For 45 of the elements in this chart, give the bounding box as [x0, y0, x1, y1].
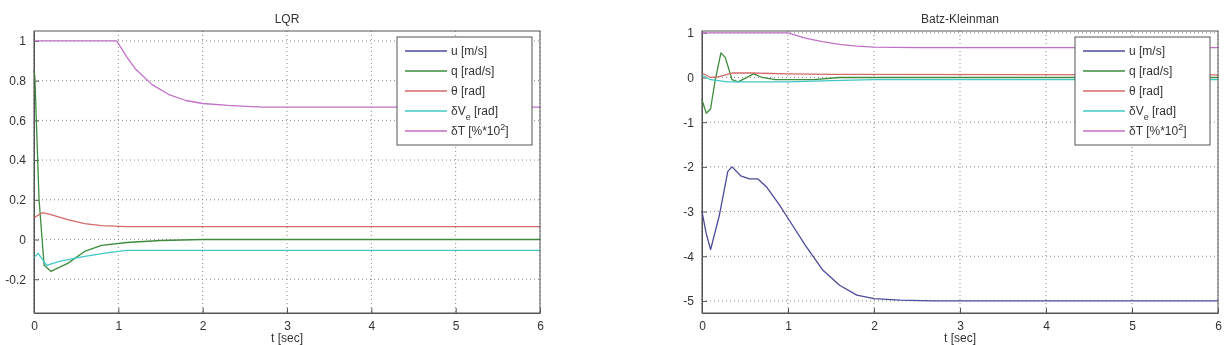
line-series — [701, 166, 1219, 302]
x-tick-label: 5 — [1129, 318, 1137, 333]
x-tick-label: 4 — [368, 318, 376, 333]
x-axis-title: t [sec] — [270, 331, 304, 345]
y-tick-label: 1 — [687, 26, 695, 41]
y-tick-label: 0.4 — [9, 153, 27, 168]
legend-label: δV$_{e}$ [rad] — [451, 104, 499, 122]
y-tick-label: -2 — [683, 160, 695, 175]
legend-label: q [rad/s] — [1129, 64, 1173, 78]
x-tick-label: 3 — [284, 318, 292, 333]
legend-label: δT [%*10$^{2}$] — [451, 122, 509, 138]
y-tick-label: -3 — [683, 204, 695, 219]
x-axis-title: t [sec] — [943, 331, 977, 345]
legend-label: δT [%*10$^{2}$] — [1129, 122, 1187, 138]
x-tick-label: 0 — [31, 318, 39, 333]
y-tick-label: 0.8 — [9, 73, 27, 88]
y-tick-label: -5 — [683, 294, 695, 309]
legend-label: u [m/s] — [1129, 44, 1166, 58]
y-tick-label: 1 — [19, 34, 27, 49]
y-tick-label: -1 — [683, 115, 695, 130]
chart-title: LQR — [274, 12, 300, 26]
x-tick-label: 6 — [1215, 318, 1223, 333]
y-tick-label: -4 — [683, 249, 695, 264]
x-tick-label: 3 — [957, 318, 965, 333]
x-tick-label: 1 — [785, 318, 793, 333]
legend-label: δV$_{e}$ [rad] — [1129, 104, 1177, 122]
x-tick-label: 0 — [699, 318, 707, 333]
y-tick-label: 0 — [19, 232, 27, 247]
y-tick-label: -0.2 — [5, 272, 27, 287]
x-tick-label: 2 — [871, 318, 879, 333]
x-tick-label: 2 — [199, 318, 207, 333]
y-tick-label: 0.2 — [9, 193, 27, 208]
line-series — [33, 249, 541, 266]
legend-label: θ [rad] — [451, 84, 486, 98]
chart-title: Batz-Kleinman — [920, 12, 1000, 26]
legend-label: q [rad/s] — [451, 64, 495, 78]
x-tick-label: 6 — [537, 318, 545, 333]
x-tick-label: 4 — [1043, 318, 1051, 333]
line-series — [33, 212, 541, 228]
x-tick-label: 1 — [115, 318, 123, 333]
legend-label: θ [rad] — [1129, 84, 1164, 98]
legend-label: u [m/s] — [451, 44, 488, 58]
y-tick-label: 0.6 — [9, 113, 27, 128]
y-tick-label: 0 — [687, 70, 695, 85]
x-tick-label: 5 — [452, 318, 460, 333]
